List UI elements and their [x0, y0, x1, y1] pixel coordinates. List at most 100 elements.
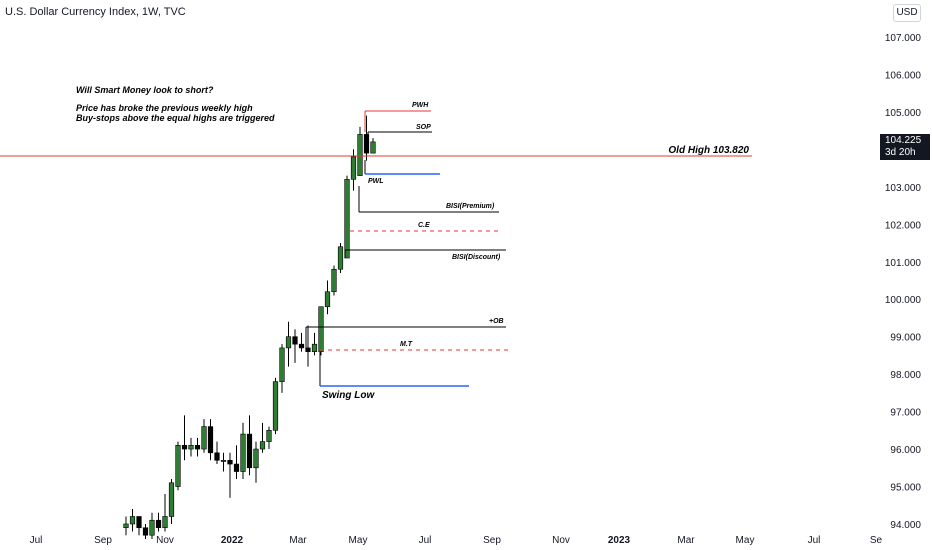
candle — [259, 422, 266, 453]
candle-body — [136, 516, 142, 529]
note-line-1: Price has broke the previous weekly high — [76, 103, 253, 113]
candle-body — [331, 268, 337, 293]
candle-body — [201, 426, 207, 450]
candle-body — [285, 336, 292, 349]
candle-body — [142, 527, 149, 536]
x-tick-label: Sep — [483, 535, 501, 546]
x-tick-label: May — [349, 535, 368, 546]
candle-body — [292, 336, 298, 345]
sop-label: SOP — [416, 124, 431, 131]
candle-body — [233, 463, 240, 472]
ob-marker[interactable] — [305, 326, 506, 352]
y-tick-label: 99.000 — [890, 333, 921, 344]
candle-body — [246, 433, 253, 469]
candle — [227, 452, 233, 498]
candle-body — [155, 519, 162, 529]
y-tick-label: 95.000 — [890, 483, 921, 494]
sop-marker[interactable] — [367, 131, 432, 146]
pwh-marker[interactable] — [364, 110, 431, 132]
x-tick-label: Mar — [289, 535, 307, 546]
bar-countdown: 3d 20h — [885, 147, 916, 158]
x-tick-label: Jul — [808, 535, 821, 546]
candle-body — [175, 445, 181, 487]
x-tick-label: Nov — [552, 535, 570, 546]
candle — [168, 479, 175, 524]
bisi-discount-marker[interactable] — [344, 249, 506, 258]
note-line-2: Buy-stops above the equal highs are trig… — [76, 113, 275, 123]
candle-body — [363, 134, 370, 154]
candle — [142, 523, 149, 539]
swing-low-marker[interactable] — [319, 352, 469, 387]
ob-label: +OB — [489, 318, 504, 325]
time-axis[interactable]: Jul Sep Nov 2022 Mar May Jul Sep Nov 2023 Mar May Ju… — [30, 535, 883, 546]
candle-body — [370, 141, 376, 154]
pwl-marker[interactable] — [364, 160, 440, 175]
bisi-discount-label: BISI(Discount) — [452, 254, 501, 261]
y-tick-label: 96.000 — [890, 445, 921, 456]
y-tick-label: 103.000 — [885, 183, 922, 194]
candle — [240, 422, 246, 480]
candle — [337, 243, 344, 273]
candle-body — [220, 459, 227, 462]
candle — [175, 441, 181, 491]
candle — [207, 419, 214, 461]
candle-body — [324, 291, 331, 308]
candle-body — [350, 156, 357, 180]
currency-button[interactable]: USD — [893, 4, 921, 22]
x-tick-label: Se — [870, 535, 883, 546]
y-tick-label: 100.000 — [885, 295, 922, 306]
candlestick-series — [123, 115, 376, 539]
candle-body — [214, 452, 220, 461]
candle — [220, 452, 227, 472]
candle-body — [227, 459, 233, 465]
candle — [123, 516, 129, 536]
candle-body — [129, 516, 136, 525]
y-tick-label: 101.000 — [885, 258, 922, 269]
candle-body — [149, 519, 155, 536]
candle — [149, 512, 155, 539]
y-tick-label: 98.000 — [890, 370, 921, 381]
candle-body — [266, 430, 272, 442]
price-axis[interactable]: 107.000106.000105.000104.000103.000102.0… — [885, 33, 922, 531]
candle-body — [272, 381, 279, 431]
x-tick-label: May — [736, 535, 755, 546]
swing-low-label: Swing Low — [322, 390, 375, 401]
candle-body — [188, 445, 194, 450]
candle — [188, 437, 194, 457]
candle — [285, 321, 292, 367]
candle — [155, 512, 162, 532]
ce-label: C.E — [418, 222, 430, 229]
x-tick-label: 2023 — [608, 535, 631, 546]
y-tick-label: 106.000 — [885, 70, 922, 81]
x-tick-label: Nov — [156, 535, 174, 546]
candle — [363, 115, 370, 161]
candle-body — [337, 246, 344, 270]
candle — [318, 306, 324, 356]
candle — [324, 280, 331, 315]
x-tick-label: Mar — [677, 535, 695, 546]
candle — [233, 445, 240, 480]
candle — [298, 332, 305, 352]
candle-body — [162, 516, 168, 529]
x-tick-label: Sep — [94, 535, 112, 546]
candle — [266, 426, 272, 450]
candle — [279, 344, 285, 393]
candle — [344, 175, 350, 259]
candle-body — [181, 445, 188, 450]
candle — [272, 377, 279, 435]
note-title: Will Smart Money look to short? — [76, 85, 214, 95]
candle-body — [344, 179, 350, 259]
candle — [194, 437, 201, 457]
candle — [214, 441, 220, 465]
pwh-label: PWH — [412, 102, 429, 109]
y-tick-label: 107.000 — [885, 33, 922, 44]
candle — [357, 126, 363, 176]
bisi-premium-marker[interactable] — [358, 186, 499, 213]
candle-body — [194, 445, 201, 450]
x-tick-label: Jul — [30, 535, 43, 546]
old-high-label: Old High 103.820 — [668, 145, 749, 156]
candle — [292, 329, 298, 363]
candle — [311, 332, 318, 356]
candle — [201, 419, 207, 453]
